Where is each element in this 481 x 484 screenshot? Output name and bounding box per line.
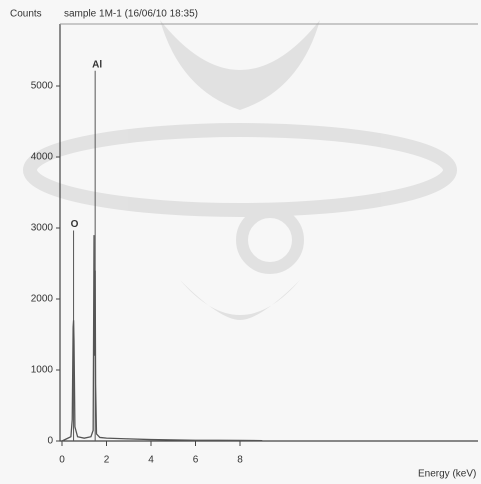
x-tick-label: 4 — [148, 455, 154, 466]
x-tick-label: 0 — [59, 455, 65, 466]
y-tick-label: 4000 — [31, 152, 54, 163]
x-tick-label: 2 — [104, 455, 110, 466]
y-tick-label: 5000 — [31, 81, 54, 92]
y-tick-label: 2000 — [31, 294, 54, 305]
peak-label: Al — [92, 59, 102, 70]
y-tick-label: 0 — [47, 436, 53, 447]
x-tick-label: 6 — [193, 455, 199, 466]
watermark — [23, 20, 457, 320]
y-axis-label: Counts — [10, 9, 42, 20]
y-tick-label: 3000 — [31, 223, 54, 234]
peak-label: O — [71, 219, 79, 230]
x-axis-label: Energy (keV) — [418, 469, 476, 480]
chart-title: sample 1M-1 (16/06/10 18:35) — [64, 9, 198, 20]
x-tick-label: 8 — [237, 455, 243, 466]
y-tick-label: 1000 — [31, 365, 54, 376]
